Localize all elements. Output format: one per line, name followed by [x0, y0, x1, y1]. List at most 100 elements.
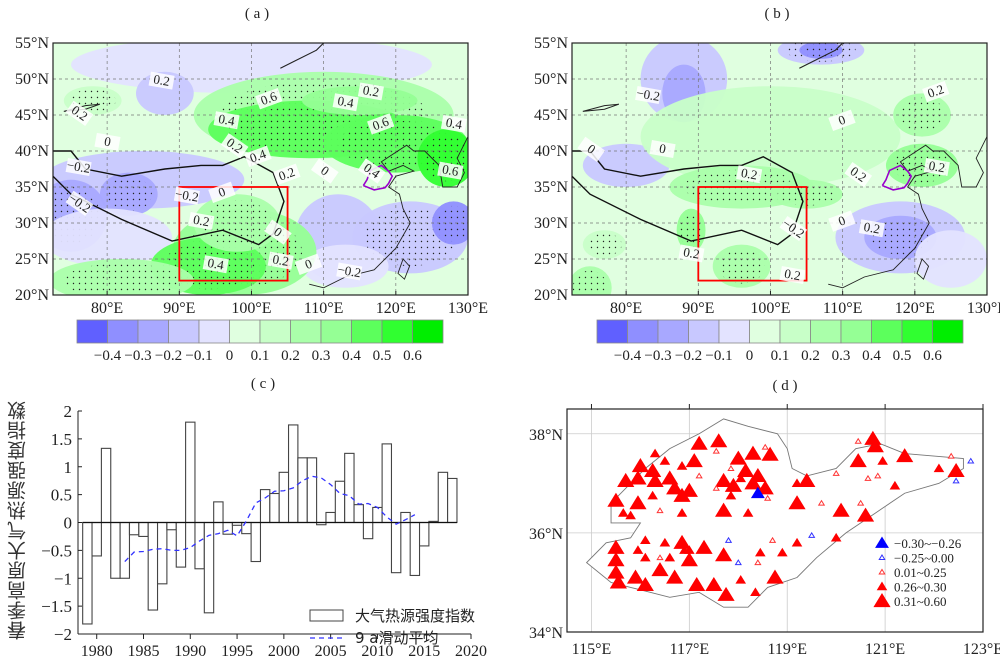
contour-label-text: 0.2	[863, 219, 882, 237]
contour-label-bg	[736, 165, 763, 184]
station-marker	[646, 472, 664, 487]
colorbar-swatch	[351, 319, 383, 344]
significance-stipple	[63, 263, 180, 295]
station-marker	[756, 480, 774, 495]
contour-label: 0.4	[440, 115, 467, 133]
bar-1980	[91, 521, 102, 557]
field-region	[302, 86, 418, 115]
field-layer	[572, 43, 987, 295]
contour-label: 0.6	[437, 161, 464, 180]
contour-label-text: 0.2	[783, 266, 802, 284]
colorbar-swatch	[198, 319, 230, 344]
station-marker	[705, 576, 723, 592]
contour-label-text: 0.6	[441, 161, 460, 179]
colorbar-swatch	[810, 319, 842, 344]
y-tick-label: 50°N	[15, 71, 49, 88]
y-tick-label: 0.5	[51, 486, 72, 505]
colorbar-tick-label: 0.3	[832, 348, 851, 364]
contour-label-bg	[310, 158, 339, 184]
legend-label: 0.31~0.60	[894, 594, 947, 609]
contour-label-bg	[437, 161, 464, 180]
station-marker	[832, 502, 850, 517]
station-marker	[656, 554, 664, 561]
x-tick-label: 2010	[361, 643, 393, 660]
contour-label: 0.4	[213, 111, 240, 130]
contour-label-text: 0	[658, 141, 667, 157]
contour-label-bg	[267, 251, 294, 270]
station-marker	[761, 446, 779, 461]
contour-label-text: 0.2	[271, 251, 290, 269]
bar-1987	[156, 521, 168, 585]
station-marker	[764, 494, 772, 501]
legend-label: −0.30~−0.26	[894, 536, 962, 551]
station-marker	[791, 478, 803, 488]
contour-label-bg	[208, 181, 236, 204]
station-marker	[715, 472, 733, 487]
x-tick-label: 121°E	[865, 641, 905, 658]
station-marker	[715, 547, 733, 562]
bar-1981	[100, 447, 112, 524]
significance-stipple	[587, 233, 622, 257]
station-marker	[680, 552, 698, 567]
contour-label: 0	[208, 181, 236, 204]
contour-label: 0.2	[188, 212, 215, 231]
colorbar-tick-label: −0.3	[124, 348, 151, 364]
colorbar-tick-label: −0.3	[644, 348, 671, 364]
colorbar-tick-label: −0.4	[614, 348, 642, 364]
significance-stipple	[871, 220, 930, 255]
y-tick-label: 45°N	[534, 107, 568, 124]
lake-balkhash	[582, 103, 620, 112]
x-tick-label: 110°E	[823, 300, 863, 317]
station-marker	[832, 469, 840, 476]
contour-label-bg	[173, 186, 200, 205]
colorbar-swatch	[137, 319, 169, 344]
station-marker	[729, 450, 747, 465]
contour-label-text: 0.4	[336, 93, 355, 111]
colorbar-swatch	[932, 319, 964, 344]
coastline	[828, 136, 988, 289]
significance-stipple	[105, 176, 152, 212]
contour-label: 0.2	[678, 244, 705, 263]
panel-a-title: ( a )	[244, 6, 270, 22]
contour-label: 0	[577, 136, 606, 162]
station-marker	[690, 435, 708, 450]
contour-label: 0.2	[267, 251, 294, 270]
bar-1983	[119, 521, 131, 579]
y-tick-label: 55°N	[534, 35, 568, 52]
colorbar-swatch	[412, 319, 444, 344]
station-marker	[947, 462, 965, 478]
station-marker	[607, 564, 625, 579]
contour-label: 0	[649, 140, 676, 159]
station-marker	[874, 472, 882, 479]
bar-1979	[82, 521, 93, 625]
x-tick-label: 100°E	[231, 300, 271, 317]
contour-label: 0	[828, 210, 856, 232]
legend-label: −0.25~0.00	[894, 551, 954, 566]
colorbar-tick-label: −0.1	[705, 348, 732, 364]
station-marker	[617, 472, 635, 487]
colorbar-tick-label: −0.4	[94, 348, 122, 364]
station-marker	[651, 562, 669, 577]
contour-label-bg	[336, 262, 363, 281]
station-marker	[896, 448, 914, 463]
colorbar-swatch	[76, 319, 108, 344]
bar-2010	[372, 506, 383, 524]
x-tick-label: 2000	[268, 643, 300, 660]
contour-label: 0.6	[367, 113, 395, 135]
bar-2012	[390, 521, 402, 574]
panel-c-y-axis-label: 春季高原大气热源强度指数	[7, 400, 29, 640]
station-marker	[640, 535, 651, 545]
station-marker	[791, 537, 803, 547]
y-tick-label: 25°N	[534, 251, 568, 268]
x-tick-label: 1995	[221, 643, 253, 660]
x-tick-label: 1985	[128, 643, 160, 660]
colorbar-swatch	[688, 319, 720, 344]
station-marker	[768, 536, 777, 543]
colorbar-swatch	[627, 319, 659, 344]
colorbar-tick-label: −0.2	[675, 348, 702, 364]
contour-label: 0	[828, 109, 856, 132]
station-marker	[735, 473, 747, 483]
station-marker	[712, 484, 720, 491]
colorbar-tick-label: 0.1	[251, 348, 270, 364]
bar-2006	[334, 480, 346, 524]
